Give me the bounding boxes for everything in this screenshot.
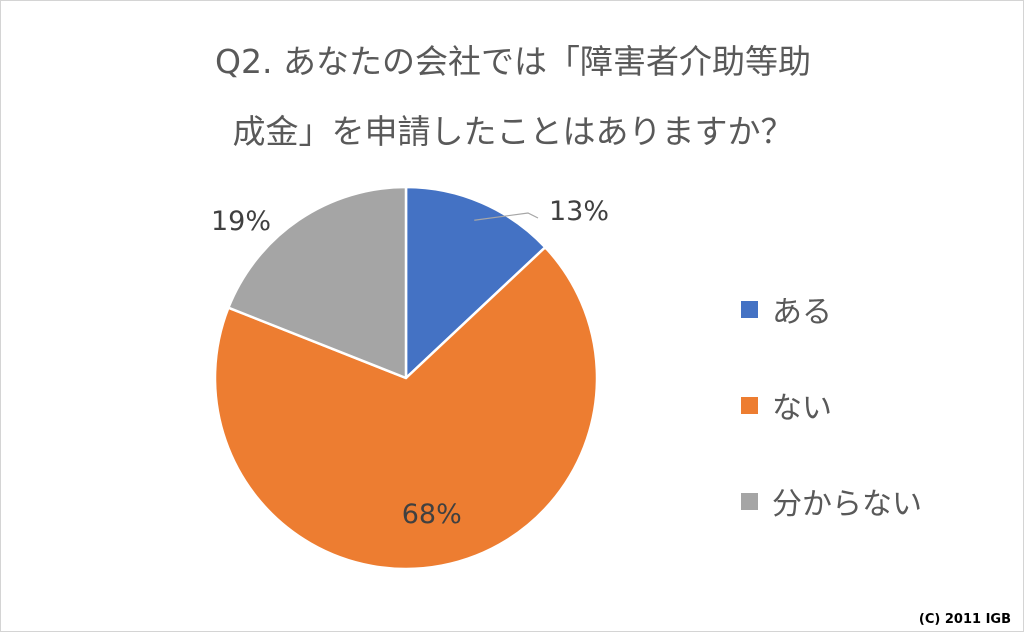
legend-label-aru: ある <box>772 295 832 330</box>
legend: ある ない 分からない <box>741 286 922 574</box>
legend-swatch-wakaranai <box>741 492 758 510</box>
legend-swatch-aru <box>741 300 758 318</box>
pie-slice-nai <box>213 246 599 571</box>
copyright-notice: (C) 2011 IGB <box>918 612 1011 627</box>
legend-label-wakaranai: 分からない <box>772 487 922 522</box>
legend-label-nai: ない <box>772 391 832 426</box>
pie-slice-wakaranai <box>227 185 408 380</box>
pie-slice-aru <box>404 185 547 380</box>
chart-title-line-2: 成金」を申請したことはありますか？ <box>232 112 794 151</box>
legend-item-aru: ある <box>741 286 922 332</box>
legend-swatch-nai <box>741 396 758 414</box>
data-label-wakaranai: 19% <box>211 206 271 237</box>
data-label-nai: 68% <box>402 499 462 530</box>
legend-item-wakaranai: 分からない <box>741 478 922 524</box>
legend-item-nai: ない <box>741 382 922 428</box>
leader-line-aru <box>474 212 539 221</box>
data-label-aru: 13% <box>549 196 609 227</box>
chart-title-line-1: Q2. あなたの会社では「障害者介助等助 <box>215 42 811 81</box>
